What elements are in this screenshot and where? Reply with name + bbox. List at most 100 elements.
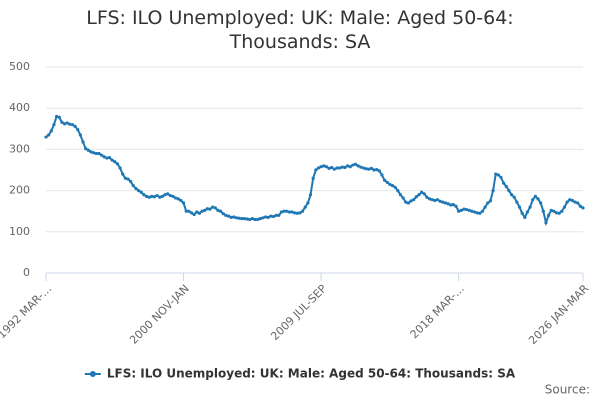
data-point: [364, 167, 368, 171]
data-point: [570, 198, 575, 203]
data-point: [327, 166, 331, 170]
data-point: [263, 215, 268, 219]
data-point: [224, 213, 228, 217]
data-point: [174, 196, 178, 200]
data-point: [565, 200, 569, 204]
data-point: [152, 195, 157, 199]
data-point: [457, 209, 461, 213]
data-point: [266, 215, 270, 219]
data-point: [539, 201, 543, 205]
data-point: [581, 206, 585, 210]
data-point: [507, 189, 511, 193]
data-point: [290, 210, 294, 214]
data-point: [197, 211, 202, 215]
data-point: [512, 195, 516, 199]
data-point: [163, 193, 167, 197]
data-point: [470, 209, 474, 213]
data-point: [49, 129, 53, 133]
data-point: [451, 203, 455, 207]
data-point: [562, 205, 567, 209]
data-point: [531, 198, 535, 202]
data-point: [322, 164, 326, 168]
data-point: [208, 207, 212, 211]
data-point: [129, 179, 133, 184]
data-point: [150, 194, 154, 198]
data-point: [541, 209, 545, 213]
data-point: [171, 194, 175, 198]
chart-title: LFS: ILO Unemployed: UK: Male: Aged 50-6…: [86, 7, 514, 53]
legend-marker: [89, 371, 96, 377]
data-point: [343, 165, 347, 170]
data-point: [293, 211, 297, 215]
data-point: [462, 207, 466, 211]
data-point: [131, 184, 135, 188]
data-point: [57, 115, 61, 119]
data-point: [578, 204, 582, 208]
data-point: [303, 205, 307, 209]
data-point: [478, 211, 482, 215]
data-point: [573, 200, 577, 204]
data-point: [525, 210, 530, 214]
data-point: [520, 211, 524, 215]
data-point: [306, 201, 310, 205]
data-point: [136, 189, 141, 193]
data-point: [187, 209, 191, 213]
data-point: [253, 217, 257, 222]
data-point: [475, 211, 479, 215]
data-point: [316, 166, 321, 170]
data-point: [353, 162, 358, 166]
data-point: [390, 184, 395, 188]
data-point: [142, 193, 146, 197]
data-point: [509, 193, 514, 197]
data-point: [226, 214, 231, 218]
data-point: [438, 199, 442, 203]
data-point: [287, 210, 291, 214]
data-point: [560, 209, 564, 213]
data-point: [211, 205, 215, 209]
data-point: [409, 199, 413, 203]
data-point: [134, 186, 138, 191]
data-point: [229, 215, 233, 219]
data-point: [319, 165, 323, 169]
data-point: [237, 216, 241, 220]
data-point: [396, 189, 400, 193]
data-point: [216, 208, 220, 212]
data-point: [282, 209, 286, 213]
data-point: [576, 201, 580, 205]
data-point: [240, 217, 244, 221]
data-point: [78, 133, 82, 137]
data-point: [335, 166, 339, 170]
data-point: [126, 177, 130, 181]
data-point: [383, 178, 387, 182]
data-point: [359, 165, 363, 169]
data-point: [213, 206, 217, 210]
data-point: [168, 193, 172, 198]
data-point: [47, 133, 51, 137]
data-point: [324, 165, 329, 169]
data-point: [68, 122, 72, 126]
y-tick-label: 300: [9, 142, 30, 155]
data-point: [86, 148, 90, 152]
data-point: [107, 156, 112, 160]
data-point: [557, 211, 561, 215]
data-point: [472, 210, 477, 214]
data-point: [398, 193, 403, 197]
data-point: [494, 172, 498, 176]
data-point: [269, 214, 273, 218]
data-point: [160, 194, 164, 198]
data-point: [375, 167, 379, 172]
data-point: [179, 198, 183, 203]
data-point: [523, 215, 527, 219]
data-point: [155, 193, 159, 198]
data-point: [248, 217, 252, 222]
data-point: [300, 209, 305, 213]
source: Source:: [545, 383, 590, 397]
data-point: [308, 193, 313, 197]
data-point: [488, 199, 493, 203]
data-point: [195, 210, 199, 214]
data-point: [81, 140, 85, 144]
data-point: [515, 200, 519, 204]
data-point: [388, 182, 392, 187]
data-point: [139, 190, 143, 194]
